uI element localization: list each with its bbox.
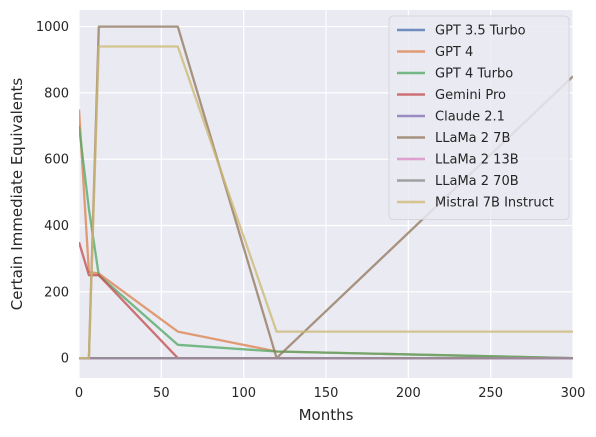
- x-tick-label: 100: [231, 386, 256, 401]
- legend-label: GPT 4: [435, 45, 473, 60]
- legend-label: Claude 2.1: [435, 110, 505, 125]
- x-tick-label: 150: [314, 386, 339, 401]
- x-tick-label: 200: [396, 386, 421, 401]
- legend-label: LLaMa 2 13B: [435, 153, 519, 168]
- y-tick-label: 600: [44, 153, 69, 168]
- y-tick-label: 0: [61, 352, 69, 367]
- series-lines: [79, 25, 573, 360]
- series-line-3: [79, 125, 573, 360]
- x-tick-label: 250: [478, 386, 503, 401]
- legend-box: [388, 15, 570, 220]
- series-line-9: [79, 45, 573, 360]
- x-axis-label: Months: [299, 406, 354, 424]
- y-tick-label: 400: [44, 219, 69, 234]
- x-tick-labels: 0 50 100 150 200 250 300: [75, 386, 586, 401]
- legend-label: Gemini Pro: [435, 88, 506, 103]
- y-tick-labels: 0 200 400 600 800 1000: [36, 20, 69, 367]
- x-tick-label: 50: [153, 386, 170, 401]
- y-tick-label: 800: [44, 86, 69, 101]
- legend-label: GPT 4 Turbo: [435, 67, 513, 82]
- legend-label: LLaMa 2 70B: [435, 174, 519, 189]
- legend-label: LLaMa 2 7B: [435, 131, 510, 146]
- y-tick-label: 1000: [36, 20, 69, 35]
- legend: GPT 3.5 Turbo GPT 4 GPT 4 Turbo Gemini Pro C…: [388, 15, 570, 220]
- y-axis-label: Certain Immediate Equivalents: [8, 78, 26, 311]
- legend-label: GPT 3.5 Turbo: [435, 24, 526, 39]
- y-tick-label: 200: [44, 285, 69, 300]
- legend-label: Mistral 7B Instruct: [435, 196, 554, 211]
- x-tick-label: 0: [75, 386, 83, 401]
- x-tick-label: 300: [561, 386, 586, 401]
